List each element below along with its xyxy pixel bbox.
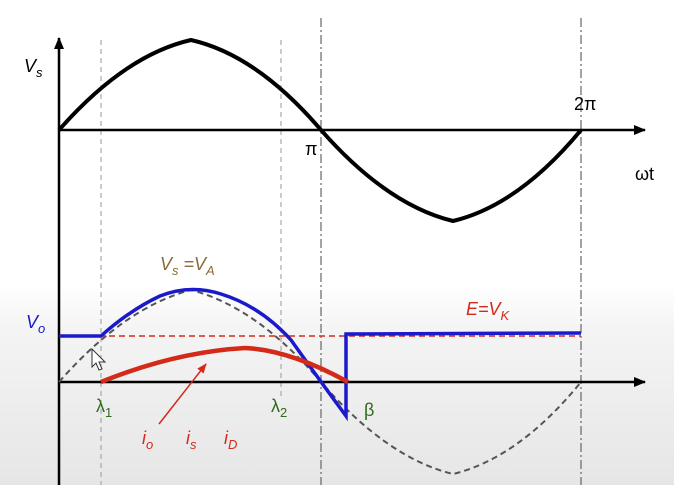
vs-label: Vs [24,56,43,80]
current-annotation-arrow [158,363,207,425]
vs-equals-va-label: Vs =VA [160,254,215,278]
id-label: iD [224,428,237,452]
lambda1-label: λ1 [96,396,112,420]
omega-t-label: ωt [635,164,654,184]
current-curve [100,345,350,385]
e-equals-vk-label: E=VK [466,299,511,323]
lambda2-label: λ2 [271,396,287,420]
source-voltage-curve [57,37,583,224]
is-label: is [186,428,197,452]
vo-label: Vo [26,312,45,336]
io-label: io [142,428,153,452]
mouse-cursor-icon [91,347,107,371]
two-pi-label: 2π [574,94,596,114]
output-voltage-curve [59,287,582,422]
pi-label: π [305,139,317,159]
beta-label: β [364,400,374,420]
